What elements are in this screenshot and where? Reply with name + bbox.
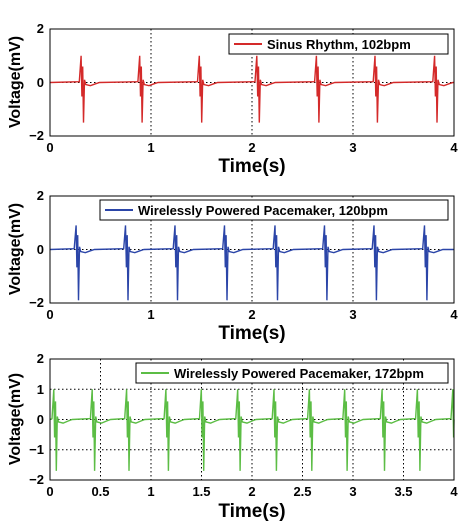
x-tick-label: 2.5	[293, 484, 311, 499]
y-tick-label-abs: 2	[37, 295, 44, 310]
plot-frame	[49, 358, 455, 481]
legend: Wirelessly Powered Pacemaker, 172bpm	[135, 362, 449, 384]
y-axis-label: Voltage(mV)	[7, 373, 24, 465]
y-tick-label: −2	[29, 295, 44, 310]
legend-box	[99, 199, 449, 221]
x-tick-label: 3	[349, 140, 356, 155]
x-tick-label: 1	[147, 307, 154, 322]
y-tick-label: 2	[37, 21, 44, 36]
plot-frame	[49, 195, 455, 304]
y-axis-label: Voltage(mV)	[7, 36, 24, 128]
y-tick-label: 0	[37, 75, 44, 90]
panel-pacemaker-120bpm: 2 0 −2 0 1 2 3 4 Time(s) Voltage(mV) Wir…	[7, 188, 458, 344]
x-axis-label: Time(s)	[218, 323, 285, 344]
x-axis-label: Time(s)	[218, 501, 285, 522]
x-tick-labels: 0 0.5 1 1.5 2 2.5 3 3.5 4	[46, 484, 458, 499]
legend-box	[228, 33, 449, 55]
y-tick-label-abs: 2	[37, 472, 44, 487]
x-tick-label: 1.5	[192, 484, 210, 499]
x-tick-labels: 0 1 2 3 4	[46, 140, 458, 155]
legend-box	[135, 362, 449, 384]
x-tick-label: 3	[349, 307, 356, 322]
y-tick-label: 2	[37, 188, 44, 203]
series-line-sinus-rhythm	[49, 55, 454, 123]
series-line-pacemaker-172bpm	[49, 389, 455, 471]
panel-pacemaker-172bpm: 2 1 0 −1 −2 0 0.5 1 1.5 2 2.5 3 3.5 4 Ti…	[7, 351, 458, 522]
y-tick-label: −2	[29, 128, 44, 143]
x-tick-label: 2	[248, 140, 255, 155]
x-tick-labels: 0 1 2 3 4	[46, 307, 458, 322]
y-tick-labels: 2 0 −2	[29, 188, 44, 310]
legend: Sinus Rhythm, 102bpm	[228, 33, 449, 55]
panel-sinus-rhythm: 2 0 −2 0 1 2 3 4 Time(s) Voltage(mV) Sin…	[7, 21, 458, 177]
y-tick-label: 0	[37, 242, 44, 257]
legend-label: Sinus Rhythm, 102bpm	[267, 37, 411, 52]
x-tick-label: 1	[147, 484, 154, 499]
x-tick-label: 0.5	[91, 484, 109, 499]
y-tick-label: 0	[37, 412, 44, 427]
x-tick-label: 4	[450, 140, 458, 155]
legend-label: Wirelessly Powered Pacemaker, 120bpm	[138, 203, 388, 218]
x-tick-label: 0	[46, 484, 53, 499]
x-tick-label: 2	[248, 484, 255, 499]
legend: Wirelessly Powered Pacemaker, 120bpm	[99, 199, 449, 221]
plot-frame	[49, 28, 455, 137]
y-tick-label-abs: 1	[37, 442, 44, 457]
x-tick-label: 3.5	[394, 484, 412, 499]
x-tick-label: 2	[248, 307, 255, 322]
y-tick-label: 2	[37, 351, 44, 366]
x-tick-label: 0	[46, 307, 53, 322]
x-tick-label: 3	[349, 484, 356, 499]
y-tick-labels: 2 0 −2	[29, 21, 44, 143]
x-axis-label: Time(s)	[218, 156, 285, 177]
y-tick-labels: 2 1 0 −1 −2	[29, 351, 44, 487]
x-tick-label: 4	[450, 484, 458, 499]
x-tick-label: 4	[450, 307, 458, 322]
series-line-pacemaker-120bpm	[49, 225, 454, 301]
x-tick-label: 0	[46, 140, 53, 155]
y-tick-label: −1	[29, 442, 44, 457]
y-tick-label: −2	[29, 472, 44, 487]
y-axis-label: Voltage(mV)	[7, 203, 24, 295]
y-tick-label-abs: 2	[37, 128, 44, 143]
legend-label: Wirelessly Powered Pacemaker, 172bpm	[174, 366, 424, 381]
x-tick-label: 1	[147, 140, 154, 155]
y-tick-label: 1	[37, 382, 44, 397]
